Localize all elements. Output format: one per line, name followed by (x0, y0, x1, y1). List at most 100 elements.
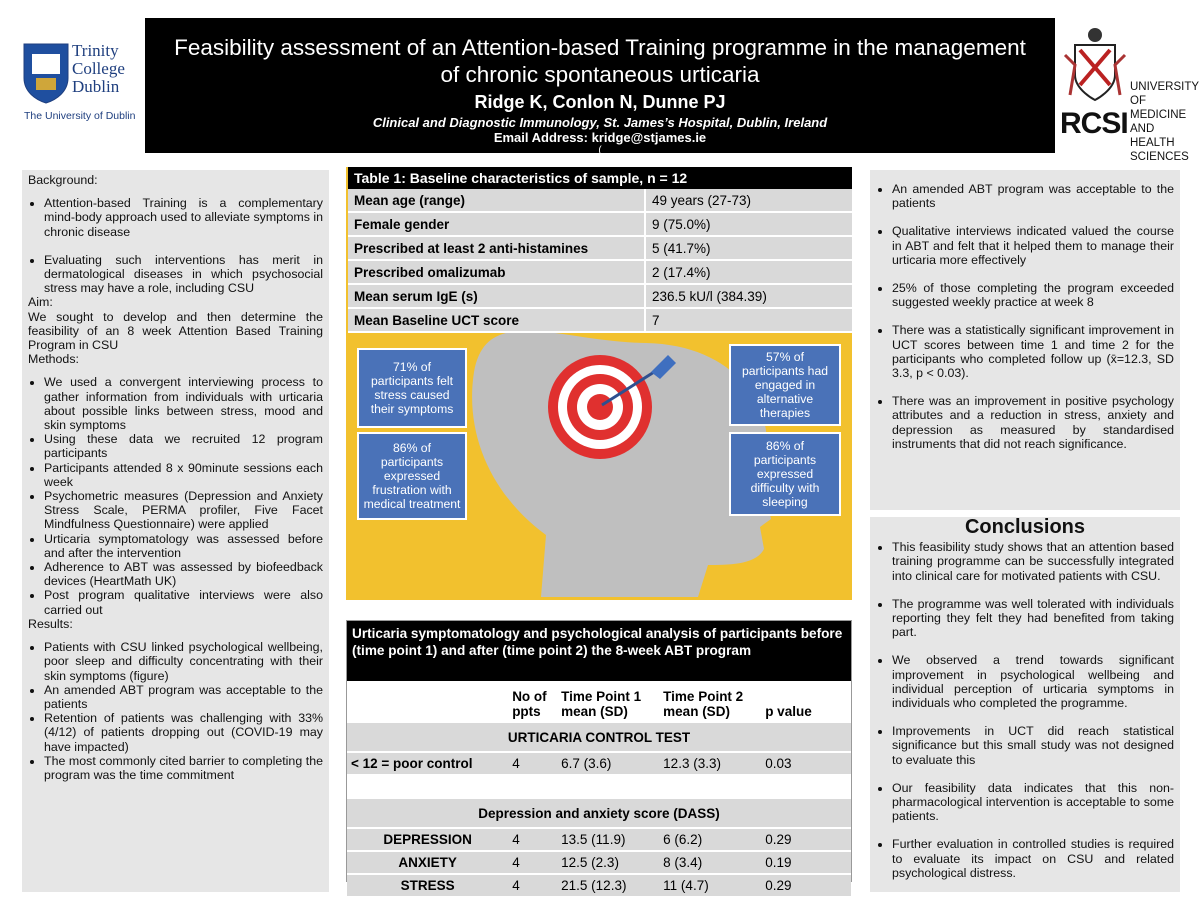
value-cell: 4 (508, 874, 558, 898)
bullet-list: Patients with CSU linked psychological w… (28, 640, 323, 782)
bullet: Our feasibility data indicates that this… (892, 781, 1174, 824)
label-cell: Prescribed omalizumab (348, 260, 646, 285)
bullet: An amended ABT program was acceptable to… (892, 182, 1174, 210)
value-cell: 6.7 (3.6) (557, 752, 660, 776)
crest (23, 43, 69, 104)
section-row: Depression and anxiety score (DASS) (347, 798, 851, 829)
value-cell: 5 (41.7%) (645, 236, 852, 261)
logo-acronym: RCSI (1060, 107, 1129, 140)
label-cell: Mean age (range) (348, 189, 646, 213)
logo-line: OF MEDICINE (1130, 95, 1187, 121)
section-heading: Results: (28, 616, 73, 631)
header-row: No of ppts Time Point 1 mean (SD) Time Poi… (347, 681, 851, 723)
column-header: Time Point 2 mean (SD) (659, 681, 762, 723)
blank-cell (347, 681, 509, 723)
bullet: This feasibility study shows that an att… (892, 540, 1174, 583)
callout: 86% of participants expressed difficulty… (729, 432, 841, 516)
label-cell: Prescribed at least 2 anti-histamines (348, 236, 646, 261)
bullet: Evaluating such interventions has merit … (44, 253, 323, 296)
head-graphic (472, 330, 788, 597)
value-cell: 0.03 (761, 752, 851, 776)
title-banner: Feasibility assessment of an Attention-b… (145, 18, 1055, 156)
value-cell: 9 (75.0%) (645, 212, 852, 237)
value-cell: 4 (508, 851, 558, 875)
bullet: Further evaluation in controlled studies… (892, 837, 1174, 880)
logo-line: Trinity (72, 41, 119, 60)
callout: 71% of participants felt stress caused t… (357, 348, 467, 428)
bullet: Improvements in UCT did reach statistica… (892, 724, 1174, 767)
conclusions-heading: Conclusions (964, 516, 1085, 538)
rcsi-logo: RCSI UNIVERSITY OF MEDICINE AND HEALTH SCIE… (1060, 25, 1200, 163)
baseline-table: Table 1: Baseline characteristics of sam… (348, 167, 852, 333)
section-text: We sought to develop and then determine … (28, 309, 323, 353)
value-cell: 0.29 (761, 874, 851, 898)
trinity-logo: Trinity College Dublin The University of D… (20, 40, 140, 135)
value-cell: 6 (6.2) (659, 828, 762, 852)
label-cell: Female gender (348, 212, 646, 237)
logo-name: Trinity College Dublin (72, 42, 125, 96)
bullet: Qualitative interviews indicated valued … (892, 224, 1174, 267)
row: Mean age (range) 49 years (27-73) (348, 189, 852, 213)
title: Feasibility assessment of an Attention-b… (174, 35, 1026, 87)
row: Prescribed omalizumab 2 (17.4%) (348, 260, 852, 285)
bullet: Retention of patients was challenging wi… (44, 711, 323, 754)
value-cell: 2 (17.4%) (645, 260, 852, 285)
row: Mean Baseline UCT score 7 (348, 308, 852, 333)
row: Female gender 9 (75.0%) (348, 212, 852, 237)
logo-line: College (72, 59, 125, 78)
callout: 86% of participants expressed frustratio… (357, 432, 467, 520)
bullet-list: We used a convergent interviewing proces… (28, 375, 323, 616)
section-heading: Depression and anxiety score (DASS) (347, 798, 851, 829)
row: DEPRESSION 4 13.5 (11.9) 6 (6.2) 0.29 (347, 828, 851, 852)
label-cell: < 12 = poor control (347, 752, 509, 776)
column-header: p value (761, 681, 851, 723)
results-table-panel: Urticaria symptomatology and psychologic… (346, 620, 852, 898)
callout: 57% of participants had engaged in alter… (729, 344, 841, 426)
bullet: Patients with CSU linked psychological w… (44, 640, 323, 683)
value-cell: 8 (3.4) (659, 851, 762, 875)
bullet: Participants attended 8 x 90minute sessi… (44, 461, 323, 489)
label-cell: ANXIETY (347, 851, 509, 875)
section-heading: Aim: (28, 295, 53, 310)
bullet: Adherence to ABT was assessed by biofeed… (44, 560, 323, 588)
bullet: The most commonly cited barrier to compl… (44, 754, 323, 782)
row: Mean serum IgE (s) 236.5 kU/l (384.39) (348, 284, 852, 309)
bullet: The programme was well tolerated with in… (892, 597, 1174, 640)
logo-line: SCIENCES (1130, 151, 1189, 163)
value-cell: 12.5 (2.3) (557, 851, 660, 875)
value-cell: 13.5 (11.9) (557, 828, 660, 852)
header-row: Table 1: Baseline characteristics of sam… (348, 167, 852, 189)
value-cell: 49 years (27-73) (645, 189, 852, 213)
bullet: We used a convergent interviewing proces… (44, 375, 323, 432)
stray-mark: ( (598, 145, 602, 156)
findings-list: An amended ABT program was acceptable to… (876, 182, 1174, 451)
value-cell: 236.5 kU/l (384.39) (645, 284, 852, 309)
column-header: No of ppts (508, 681, 558, 723)
value-cell: 21.5 (12.3) (557, 874, 660, 898)
logo-line: Dublin (72, 77, 120, 96)
bullet: Urticaria symptomatology was assessed be… (44, 532, 323, 560)
bullet: Post program qualitative interviews were… (44, 588, 323, 616)
affiliation: Clinical and Diagnostic Immunology, St. … (372, 115, 828, 130)
label-cell: Mean serum IgE (s) (348, 284, 646, 309)
row: STRESS 4 21.5 (12.3) 11 (4.7) 0.29 (347, 874, 851, 898)
column-header: Time Point 1 mean (SD) (557, 681, 660, 723)
bullet: Psychometric measures (Depression and An… (44, 489, 323, 532)
logo-line: UNIVERSITY (1130, 81, 1200, 93)
logo-line: AND HEALTH (1130, 123, 1175, 149)
bullet: Using these data we recruited 12 program… (44, 432, 323, 460)
section-heading: Background: (28, 173, 98, 187)
row: < 12 = poor control 4 6.7 (3.6) 12.3 (3.3) 0… (347, 752, 851, 776)
left-column: Background: Attention-based Training is a… (22, 170, 329, 892)
bullet: There was an improvement in positive psy… (892, 394, 1174, 451)
crest (1063, 28, 1127, 102)
value-cell: 4 (508, 828, 558, 852)
bullet: We observed a trend towards significant … (892, 653, 1174, 710)
label-cell: Mean Baseline UCT score (348, 308, 646, 333)
row: ANXIETY 4 12.5 (2.3) 8 (3.4) 0.19 (347, 851, 851, 875)
label-cell: DEPRESSION (347, 828, 509, 852)
value-cell: 0.19 (761, 851, 851, 875)
bullet: Attention-based Training is a complement… (44, 196, 323, 239)
authors: Ridge K, Conlon N, Dunne PJ (474, 92, 726, 112)
